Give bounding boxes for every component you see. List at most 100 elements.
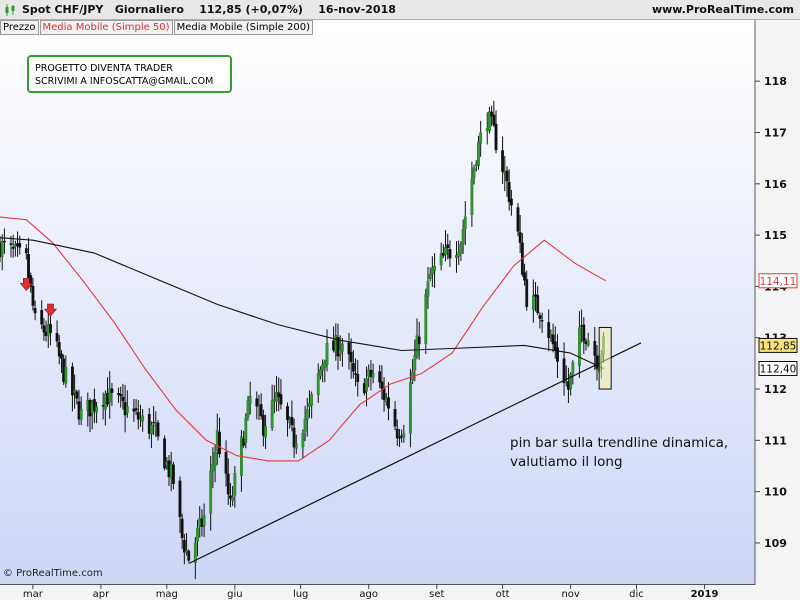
pin-bar-highlight[interactable] [598,326,612,390]
candle [196,519,199,557]
x-tick-label: set [429,589,444,600]
promo-line-2: SCRIVIMI A INFOSCATTA@GMAIL.COM [35,76,214,87]
candle [547,309,551,352]
candle [430,256,434,287]
candle [319,366,322,380]
candle [226,458,230,505]
candle [42,317,46,341]
candle [371,363,375,384]
candle [395,419,399,446]
candle [310,391,314,419]
instrument-name: Spot CHF/JPY [22,3,104,16]
arrow-down-icon [43,303,58,317]
price-label: 112,40 [758,361,798,377]
candle [347,332,351,370]
y-tick-label: 116 [764,178,787,191]
candle [424,288,428,354]
candle [125,390,129,418]
candle [461,219,465,255]
timeframe: Giornaliero [114,3,184,16]
candle [505,166,509,197]
candle [261,409,265,447]
candle [255,391,259,420]
candle [49,314,52,346]
plot-background [0,35,755,585]
x-tick-label: ago [359,589,378,600]
candle [417,321,421,360]
candle [536,286,540,315]
candle [231,486,235,506]
candle [147,407,151,440]
candle [57,335,61,365]
y-tick-label: 115 [764,229,787,242]
site-url[interactable]: www.ProRealTime.com [651,3,794,16]
x-tick-label: dic [629,589,644,600]
y-tick-label: 117 [764,126,787,139]
candle [211,447,215,489]
candle [356,359,360,397]
candle [538,312,542,329]
x-tick-label: lug [293,589,308,600]
candle [95,401,98,424]
candle [479,120,483,157]
candle [518,215,522,254]
candle [244,413,248,449]
candle [569,372,573,396]
x-tick-label: nov [561,589,579,600]
candle [525,270,529,311]
candle [477,135,480,170]
candle [259,393,263,420]
current-date: 16-nov-2018 [318,3,396,16]
candle [463,201,467,246]
svg-text:114,11: 114,11 [760,276,797,288]
candle [303,405,307,442]
markers-layer [19,278,612,390]
candle [264,414,267,449]
candle [187,549,191,563]
y-tick-label: 110 [764,486,787,499]
candle [428,267,432,282]
annotation-line-1: pin bar sulla trendline dinamica, [510,435,729,451]
legend-ma50[interactable]: Media Mobile (Simple 50) [39,20,173,35]
candle [40,300,44,329]
trendline[interactable] [188,342,642,565]
candle [279,379,283,410]
candle [202,503,206,538]
promo-note-box: PROGETTO DIVENTA TRADER SCRIVIMI A INFOS… [27,55,232,93]
candles-layer [0,100,605,580]
candle [415,318,419,360]
y-tick-label: 111 [764,434,787,447]
legend-ma200[interactable]: Media Mobile (Simple 200) [173,20,313,35]
candle [92,388,96,424]
ma200-line[interactable] [0,237,604,369]
candle [110,383,114,406]
candle [134,399,138,416]
y-axis-ticks: 109110111112113114115116117118 [755,75,787,550]
svg-text:112,85: 112,85 [760,340,797,352]
ma50-line[interactable] [0,216,607,462]
last-price-change: 112,85 (+0,07%) [199,3,303,16]
x-tick-label: giu [227,589,242,600]
candle [556,334,559,378]
candle [457,240,461,265]
legend-price[interactable]: Prezzo [0,20,39,35]
candle [413,339,417,382]
price-labels: 114,11 112,85 112,40 [758,273,798,377]
candle [213,444,217,483]
candle [79,396,83,426]
candle [55,320,59,348]
candle [488,106,491,134]
candle [354,358,357,387]
price-label: 114,11 [758,273,798,289]
candle [2,228,6,254]
candle [490,105,494,127]
svg-text:112,40: 112,40 [760,364,797,376]
candle [409,368,412,448]
candle [501,136,505,185]
chart-annotation: pin bar sulla trendline dinamica, valuti… [510,434,728,472]
candle [136,399,140,430]
candle [540,312,544,333]
x-tick-label: ott [496,589,510,600]
candle [117,387,120,403]
